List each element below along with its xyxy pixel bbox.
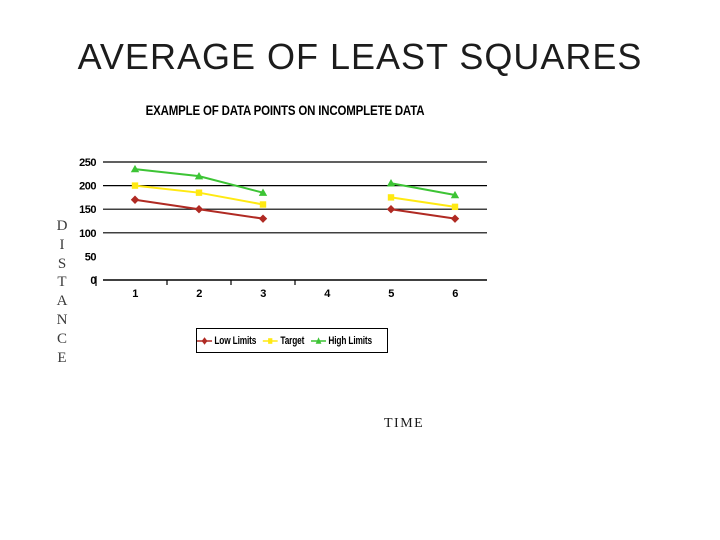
series-target (131, 182, 459, 211)
target-marker-icon (263, 337, 279, 344)
x-axis-label-time: TIME (384, 416, 425, 431)
chart-legend: Low Limits Target High Limits (196, 328, 388, 353)
svg-text:50: 50 (85, 251, 97, 263)
distance-letter: E (57, 349, 67, 366)
slide-title: AVERAGE OF LEAST SQUARES (77, 36, 643, 77)
legend-item-low-limits: Low Limits (197, 335, 256, 347)
distance-letter: S (57, 255, 67, 272)
high-limits-marker-icon (311, 336, 327, 344)
y-axis-tick-labels: 250 200 150 100 50 0 (79, 157, 97, 287)
series-high-limits (130, 164, 460, 199)
series-low-limits (130, 195, 460, 223)
svg-text:3: 3 (260, 288, 266, 300)
svg-text:150: 150 (79, 204, 96, 216)
svg-text:4: 4 (324, 288, 331, 300)
svg-text:2: 2 (196, 288, 202, 300)
svg-text:6: 6 (452, 288, 458, 300)
svg-text:1: 1 (132, 288, 138, 300)
line-chart-plot: 250 200 150 100 50 0 1 2 3 4 5 6 (79, 157, 487, 300)
svg-text:5: 5 (388, 288, 394, 300)
svg-text:250: 250 (79, 157, 96, 169)
distance-letter: T (57, 274, 67, 291)
gridlines (103, 161, 487, 234)
distance-letter: I (59, 236, 65, 253)
svg-text:0: 0 (90, 275, 96, 287)
distance-letter: D (56, 218, 68, 234)
x-axis-ticks (166, 280, 296, 285)
svg-text:100: 100 (79, 228, 96, 240)
distance-letter: C (56, 330, 67, 347)
low-limits-marker-icon (197, 336, 213, 345)
x-axis-tick-labels: 1 2 3 4 5 6 (132, 288, 459, 300)
legend-item-high-limits: High Limits (311, 335, 372, 347)
svg-text:200: 200 (79, 181, 96, 193)
distance-letter: A (56, 293, 68, 310)
distance-letter: N (56, 311, 68, 328)
chart-legend-items: Low Limits Target High Limits (197, 335, 372, 347)
chart-title: EXAMPLE OF DATA POINTS ON INCOMPLETE DAT… (145, 103, 425, 118)
legend-label: Target (280, 334, 305, 347)
legend-label: High Limits (328, 334, 372, 347)
legend-item-target: Target (263, 335, 304, 347)
legend-label: Low Limits (214, 334, 257, 347)
